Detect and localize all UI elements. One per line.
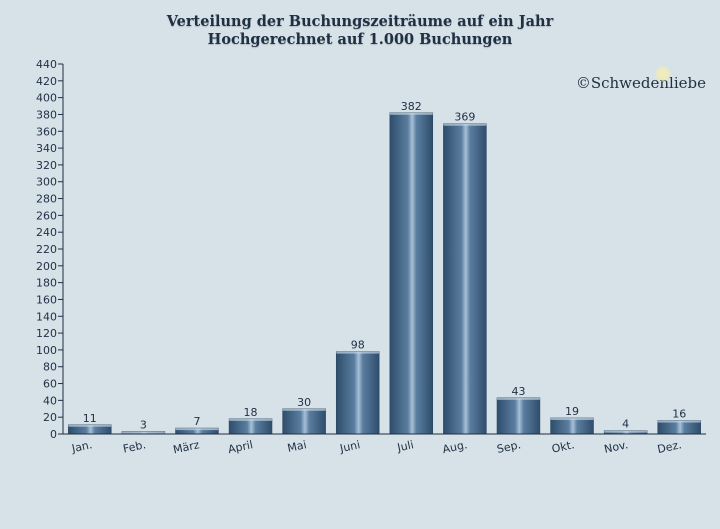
bar-top-highlight — [229, 418, 272, 421]
y-tick-label: 0 — [50, 428, 57, 441]
copyright-icon: © — [575, 74, 591, 92]
data-label: 7 — [193, 415, 200, 428]
chart-subtitle: Hochgerechnet auf 1.000 Buchungen — [207, 31, 513, 48]
y-tick-label: 200 — [36, 260, 57, 273]
bar-top-highlight — [175, 428, 219, 431]
data-label: 18 — [244, 406, 258, 419]
y-tick-label: 420 — [36, 75, 57, 88]
x-tick-label: Dez. — [656, 438, 683, 456]
chart-title: Verteilung der Buchungszeiträume auf ein… — [166, 13, 554, 30]
sun-icon — [654, 66, 671, 82]
bar-top-highlight — [336, 351, 380, 354]
bar-top-highlight — [497, 397, 540, 400]
bar — [389, 112, 434, 435]
y-tick-label: 260 — [36, 209, 57, 222]
x-tick-label: Feb. — [122, 438, 147, 455]
y-tick-label: 100 — [36, 344, 57, 357]
data-label: 11 — [83, 412, 97, 425]
y-tick-label: 120 — [36, 327, 57, 340]
data-label: 382 — [401, 100, 422, 113]
y-tick-label: 80 — [43, 361, 57, 374]
data-label: 16 — [672, 408, 686, 421]
data-label: 43 — [511, 385, 525, 398]
y-tick-label: 280 — [36, 193, 57, 206]
bar — [228, 418, 273, 435]
y-axis: 0 20 40 60 80 100 120 140 160 180 200 220 240 260 280 3… — [36, 58, 64, 441]
data-label: 19 — [565, 405, 579, 418]
bar — [657, 420, 701, 435]
data-label: 98 — [351, 339, 365, 352]
x-tick-label: Aug. — [441, 438, 468, 456]
watermark-text: Schwedenliebe — [590, 74, 706, 92]
y-tick-label: 240 — [36, 226, 57, 239]
x-tick-label: März — [172, 438, 201, 456]
bar-top-highlight — [389, 112, 433, 115]
y-tick-label: 400 — [36, 92, 57, 105]
y-tick-label: 360 — [36, 125, 57, 138]
x-tick-label: April — [227, 438, 254, 456]
x-tick-label: Sep. — [496, 438, 522, 456]
x-tick-label: Juli — [395, 438, 415, 454]
bar — [335, 351, 380, 435]
y-tick-label: 220 — [36, 243, 57, 256]
y-tick-label: 160 — [36, 293, 57, 306]
x-axis: Jan. Feb. März April Mai Juni Juli Aug. Sep. Okt.… — [63, 433, 706, 456]
bars: 11 3 7 18 30 98 382 369 43 19 4 16 — [68, 100, 701, 435]
y-tick-label: 320 — [36, 159, 57, 172]
y-tick-label: 340 — [36, 142, 57, 155]
y-tick-label: 60 — [43, 378, 57, 391]
bar-top-highlight — [550, 418, 594, 421]
x-tick-label: Nov. — [603, 438, 629, 456]
y-tick-label: 140 — [36, 310, 57, 323]
y-tick-label: 180 — [36, 277, 57, 290]
data-label: 3 — [140, 418, 147, 431]
bar — [496, 397, 541, 435]
data-label: 369 — [454, 111, 475, 124]
bar-top-highlight — [68, 424, 112, 427]
bar — [282, 408, 326, 435]
x-tick-label: Jan. — [70, 438, 94, 455]
bar — [550, 417, 594, 435]
y-tick-label: 40 — [43, 394, 57, 407]
x-tick-label: Juni — [338, 438, 361, 455]
y-tick-label: 380 — [36, 108, 57, 121]
bar-top-highlight — [657, 420, 701, 423]
y-tick-label: 440 — [36, 58, 57, 71]
bar — [443, 123, 487, 435]
y-tick-label: 300 — [36, 176, 57, 189]
data-label: 4 — [622, 418, 629, 431]
bar-top-highlight — [282, 408, 326, 411]
y-tick-label: 20 — [43, 411, 57, 424]
bar-top-highlight — [121, 431, 165, 434]
watermark: ©Schwedenliebe — [575, 66, 706, 92]
bar-top-highlight — [604, 430, 648, 433]
bar-top-highlight — [443, 123, 487, 126]
x-tick-label: Mai — [286, 438, 308, 455]
x-tick-label: Okt. — [551, 438, 576, 455]
data-label: 30 — [297, 396, 311, 409]
